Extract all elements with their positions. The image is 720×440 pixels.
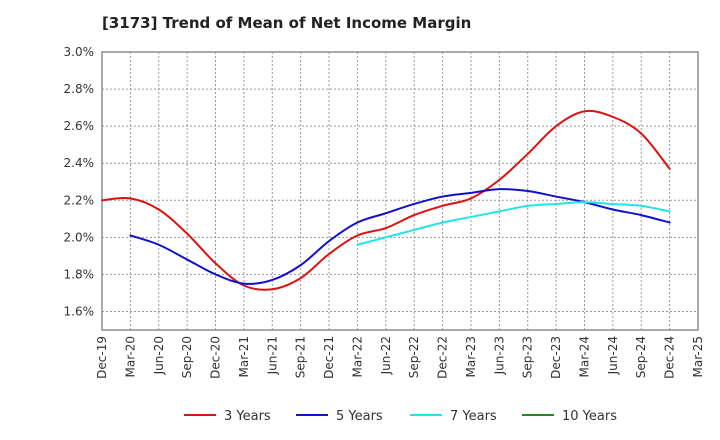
legend-label-7-years: 7 Years	[450, 409, 497, 424]
legend: 3 Years 5 Years 7 Years 10 Years	[184, 409, 617, 424]
legend-label-10-years: 10 Years	[562, 409, 617, 424]
x-tick-label: Jun-22	[379, 336, 393, 375]
x-tick-label: Sep-23	[521, 336, 535, 378]
x-tick-label: Sep-22	[407, 336, 421, 378]
x-tick-label: Mar-23	[464, 336, 478, 377]
y-tick-label: 3.0%	[64, 45, 95, 59]
y-tick-label: 2.8%	[64, 82, 95, 96]
x-tick-label: Mar-21	[237, 336, 251, 377]
x-tick-label: Dec-23	[549, 336, 563, 379]
x-tick-label: Jun-23	[492, 336, 506, 375]
x-tick-label: Mar-25	[691, 336, 705, 377]
series-line-3-years	[101, 109, 671, 291]
plot-area	[101, 51, 699, 331]
y-axis-labels: 1.6% 1.8% 2.0% 2.2% 2.4% 2.6% 2.8% 3.0%	[64, 45, 95, 318]
series-lines	[101, 109, 671, 291]
x-tick-label: Dec-24	[663, 336, 677, 379]
x-tick-label: Mar-22	[350, 336, 364, 377]
y-tick-label: 2.2%	[64, 193, 95, 207]
legend-label-3-years: 3 Years	[224, 409, 271, 424]
x-tick-label: Sep-20	[180, 336, 194, 378]
y-tick-label: 2.4%	[64, 156, 95, 170]
x-tick-label: Sep-21	[294, 336, 308, 378]
chart-title: [3173] Trend of Mean of Net Income Margi…	[102, 14, 472, 32]
y-tick-label: 2.0%	[64, 230, 95, 244]
grid-lines	[102, 52, 698, 330]
x-tick-label: Jun-20	[152, 336, 166, 375]
x-tick-label: Dec-21	[322, 336, 336, 379]
x-tick-label: Mar-20	[123, 336, 137, 377]
x-tick-label: Dec-19	[95, 336, 109, 379]
y-tick-label: 2.6%	[64, 119, 95, 133]
x-tick-label: Dec-22	[436, 336, 450, 379]
y-tick-label: 1.8%	[64, 267, 95, 281]
series-line-7-years	[356, 201, 671, 246]
x-tick-label: Jun-21	[265, 336, 279, 375]
x-tick-label: Jun-24	[606, 336, 620, 375]
y-tick-label: 1.6%	[64, 304, 95, 318]
x-tick-label: Sep-24	[634, 336, 648, 378]
x-tick-label: Dec-20	[209, 336, 223, 379]
x-tick-label: Mar-24	[577, 336, 591, 377]
legend-label-5-years: 5 Years	[336, 409, 383, 424]
x-axis-labels: Dec-19 Mar-20 Jun-20 Sep-20 Dec-20 Mar-21 Jun-…	[95, 336, 705, 379]
